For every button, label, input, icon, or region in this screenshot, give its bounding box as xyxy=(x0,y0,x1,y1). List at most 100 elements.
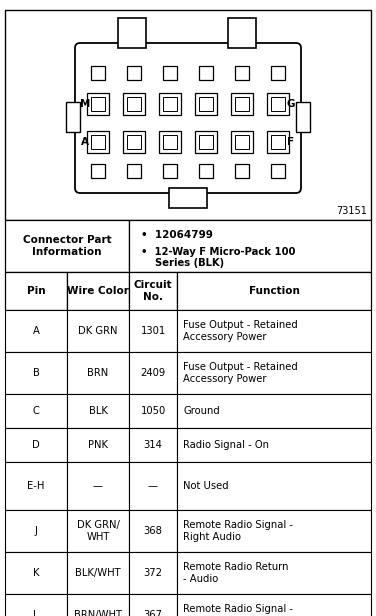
Bar xyxy=(127,135,141,149)
Bar xyxy=(231,93,253,115)
Bar xyxy=(5,272,67,310)
Text: 2409: 2409 xyxy=(140,368,165,378)
Bar xyxy=(271,66,285,80)
Bar xyxy=(129,552,177,594)
Bar xyxy=(129,394,177,428)
Text: L: L xyxy=(33,610,39,616)
Text: Not Used: Not Used xyxy=(183,481,229,491)
Text: Pin: Pin xyxy=(27,286,45,296)
Bar xyxy=(5,352,67,394)
Bar xyxy=(5,462,67,510)
Text: K: K xyxy=(33,568,39,578)
Bar xyxy=(91,66,105,80)
Text: 314: 314 xyxy=(144,440,162,450)
Bar xyxy=(159,93,181,115)
Bar xyxy=(67,510,129,552)
Bar xyxy=(5,220,129,272)
Text: Ground: Ground xyxy=(183,406,220,416)
Bar xyxy=(91,164,105,178)
Bar xyxy=(177,272,371,310)
Text: 1301: 1301 xyxy=(140,326,165,336)
Bar xyxy=(271,164,285,178)
Bar xyxy=(129,220,371,272)
Bar xyxy=(129,594,177,616)
Bar xyxy=(67,552,129,594)
Bar xyxy=(231,131,253,153)
Bar xyxy=(199,66,213,80)
Bar xyxy=(199,97,213,111)
Bar xyxy=(129,272,177,310)
Bar xyxy=(163,135,177,149)
Bar xyxy=(235,66,249,80)
Text: Function: Function xyxy=(249,286,299,296)
Text: 368: 368 xyxy=(144,526,162,536)
Bar xyxy=(67,462,129,510)
Bar xyxy=(271,135,285,149)
Bar xyxy=(129,352,177,394)
Bar xyxy=(163,97,177,111)
Bar xyxy=(66,102,80,132)
Text: Connector Part
Information: Connector Part Information xyxy=(23,235,111,257)
Text: Remote Radio Signal -
Right Audio: Remote Radio Signal - Right Audio xyxy=(183,520,293,542)
Bar xyxy=(5,552,67,594)
Bar xyxy=(67,272,129,310)
Text: 73151: 73151 xyxy=(336,206,367,216)
Bar xyxy=(235,135,249,149)
Bar xyxy=(5,428,67,462)
Bar xyxy=(87,131,109,153)
Bar xyxy=(87,93,109,115)
Bar xyxy=(123,93,145,115)
Bar xyxy=(296,102,310,132)
Text: •  12-Way F Micro-Pack 100
    Series (BLK): • 12-Way F Micro-Pack 100 Series (BLK) xyxy=(141,246,296,268)
Bar xyxy=(127,97,141,111)
Text: F: F xyxy=(287,137,294,147)
Bar xyxy=(163,164,177,178)
Text: BLK/WHT: BLK/WHT xyxy=(75,568,121,578)
Text: Wire Color: Wire Color xyxy=(67,286,129,296)
Bar xyxy=(127,164,141,178)
Bar xyxy=(5,394,67,428)
Bar xyxy=(195,131,217,153)
Bar xyxy=(123,131,145,153)
Bar xyxy=(67,594,129,616)
Bar xyxy=(67,428,129,462)
Bar xyxy=(177,394,371,428)
Bar xyxy=(235,164,249,178)
Bar xyxy=(5,510,67,552)
Bar xyxy=(67,394,129,428)
Bar xyxy=(228,18,256,48)
Text: —: — xyxy=(148,481,158,491)
Text: Radio Signal - On: Radio Signal - On xyxy=(183,440,269,450)
Text: 367: 367 xyxy=(144,610,162,616)
Text: D: D xyxy=(32,440,40,450)
Bar xyxy=(169,188,207,208)
Text: 1050: 1050 xyxy=(140,406,165,416)
FancyBboxPatch shape xyxy=(75,43,301,193)
Text: A: A xyxy=(81,137,89,147)
Text: 372: 372 xyxy=(144,568,162,578)
Text: E-H: E-H xyxy=(27,481,45,491)
Text: Circuit
No.: Circuit No. xyxy=(134,280,172,302)
Bar xyxy=(5,310,67,352)
Bar xyxy=(177,428,371,462)
Bar xyxy=(195,93,217,115)
Text: Remote Radio Return
- Audio: Remote Radio Return - Audio xyxy=(183,562,288,584)
Text: Fuse Output - Retained
Accessory Power: Fuse Output - Retained Accessory Power xyxy=(183,362,298,384)
Text: J: J xyxy=(35,526,38,536)
Bar xyxy=(91,135,105,149)
Bar xyxy=(199,135,213,149)
Bar xyxy=(129,510,177,552)
Bar xyxy=(159,131,181,153)
Bar xyxy=(129,462,177,510)
Text: DK GRN/
WHT: DK GRN/ WHT xyxy=(77,520,120,542)
Bar xyxy=(177,462,371,510)
Text: A: A xyxy=(33,326,39,336)
Bar xyxy=(177,510,371,552)
Bar xyxy=(5,594,67,616)
Text: M: M xyxy=(80,99,90,109)
Bar xyxy=(129,310,177,352)
Text: PNK: PNK xyxy=(88,440,108,450)
Bar xyxy=(267,131,289,153)
Text: Fuse Output - Retained
Accessory Power: Fuse Output - Retained Accessory Power xyxy=(183,320,298,342)
Bar xyxy=(199,164,213,178)
